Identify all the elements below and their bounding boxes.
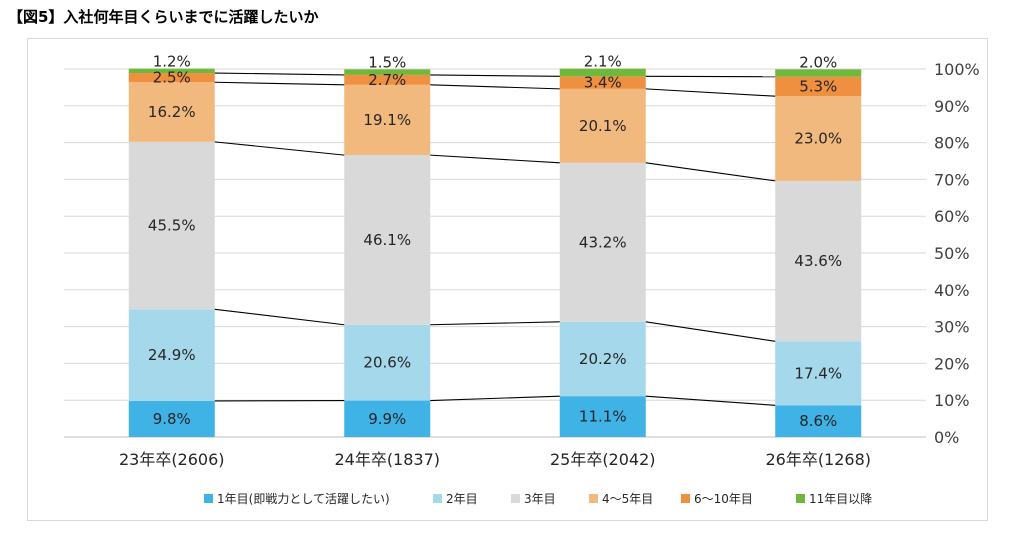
bar-segment: [775, 76, 862, 97]
legend-label: 6～10年目: [694, 492, 753, 506]
y-tick-label: 0%: [934, 428, 959, 447]
data-label: 20.6%: [363, 354, 411, 372]
series-connector-line: [214, 308, 345, 326]
data-label: 43.6%: [794, 252, 842, 270]
data-label: 2.0%: [799, 53, 837, 71]
data-label: 17.4%: [794, 364, 842, 382]
legend-label: 1年目(即戦力として活躍したい): [217, 492, 390, 506]
data-label: 9.8%: [153, 410, 191, 428]
bar-segment: [775, 69, 862, 77]
bar-segment: [344, 84, 431, 156]
bar-segment: [344, 155, 431, 325]
data-label: 1.2%: [153, 53, 191, 71]
series-connector-line: [214, 72, 345, 76]
y-tick-label: 60%: [934, 207, 970, 226]
data-label: 24.9%: [148, 346, 196, 364]
series-connector-line: [214, 81, 345, 86]
y-tick-label: 90%: [934, 97, 970, 116]
data-label: 1.5%: [368, 53, 406, 71]
bar-segment: [559, 162, 646, 322]
legend-swatch: [589, 494, 598, 503]
stacked-bar-chart: 0% 10% 20% 30% 40% 50% 60% 70% 80% 90% 100% 9.8% 9.9…: [64, 53, 980, 506]
data-label: 20.1%: [579, 117, 627, 135]
data-label: 9.9%: [368, 410, 406, 428]
series-connector-line: [645, 162, 776, 182]
series-connector-line: [645, 321, 776, 342]
category-label: 25年卒(2042): [550, 450, 656, 469]
data-label: 43.2%: [579, 233, 627, 251]
legend-swatch: [796, 494, 805, 503]
y-tick-label: 50%: [934, 244, 970, 263]
bar-segment: [128, 400, 215, 437]
y-tick-label: 30%: [934, 318, 970, 337]
y-tick-label: 100%: [934, 60, 980, 79]
series-connector-line: [645, 88, 776, 97]
legend-swatch: [511, 494, 520, 503]
series-connector-line: [430, 74, 560, 77]
data-label: 5.3%: [799, 77, 837, 95]
bar-segment: [128, 82, 215, 142]
bar-segment: [128, 309, 215, 401]
bar-segment: [559, 76, 646, 89]
bar-segment: [344, 400, 431, 437]
legend-label: 2年目: [446, 492, 478, 506]
bar-segment: [775, 341, 862, 406]
data-label: 8.6%: [799, 412, 837, 430]
legend-swatch: [433, 494, 442, 503]
data-label: 23.0%: [794, 130, 842, 148]
legend-swatch: [681, 494, 690, 503]
data-label: 11.1%: [579, 408, 627, 426]
bar-segment: [559, 321, 646, 397]
bar-segment: [128, 73, 215, 83]
bar-segment: [128, 141, 215, 310]
series-connector-line: [430, 321, 560, 326]
data-label: 16.2%: [148, 103, 196, 121]
y-tick-label: 40%: [934, 281, 970, 300]
bar-segment: [775, 405, 862, 437]
bar-segment: [128, 68, 215, 74]
data-label: 2.7%: [368, 71, 406, 89]
legend-label: 11年目以降: [809, 492, 872, 506]
chart-frame: 0% 10% 20% 30% 40% 50% 60% 70% 80% 90% 100% 9.8% 9.9…: [27, 38, 988, 521]
legend-label: 3年目: [524, 492, 556, 506]
bar-segment: [344, 69, 431, 75]
y-tick-label: 70%: [934, 170, 970, 189]
page-title: 【図5】入社何年目くらいまでに活躍したいか: [8, 8, 319, 26]
bar-segment: [559, 88, 646, 163]
bar-segment: [344, 324, 431, 401]
data-label: 2.1%: [584, 53, 622, 71]
series-connector-line: [430, 154, 560, 164]
bar-segment: [559, 396, 646, 437]
category-label: 23年卒(2606): [119, 450, 225, 469]
bar-segment: [344, 74, 431, 85]
y-tick-label: 80%: [934, 134, 970, 153]
category-label: 24年卒(1837): [334, 450, 440, 469]
legend-label: 4～5年目: [602, 492, 653, 506]
data-label: 2.5%: [153, 69, 191, 87]
series-connector-line: [214, 141, 345, 156]
data-label: 20.2%: [579, 350, 627, 368]
legend-swatch: [204, 494, 213, 503]
bar-segment: [775, 180, 862, 342]
data-label: 3.4%: [584, 74, 622, 92]
series-connector-line: [430, 395, 560, 402]
data-label: 46.1%: [363, 231, 411, 249]
y-tick-label: 20%: [934, 354, 970, 373]
series-connector-line: [645, 395, 776, 406]
data-label: 45.5%: [148, 217, 196, 235]
y-tick-label: 10%: [934, 391, 970, 410]
category-label: 26年卒(1268): [765, 450, 871, 469]
data-label: 19.1%: [363, 111, 411, 129]
series-connector-line: [430, 84, 560, 90]
bar-segment: [775, 96, 862, 181]
bar-segment: [559, 68, 646, 77]
